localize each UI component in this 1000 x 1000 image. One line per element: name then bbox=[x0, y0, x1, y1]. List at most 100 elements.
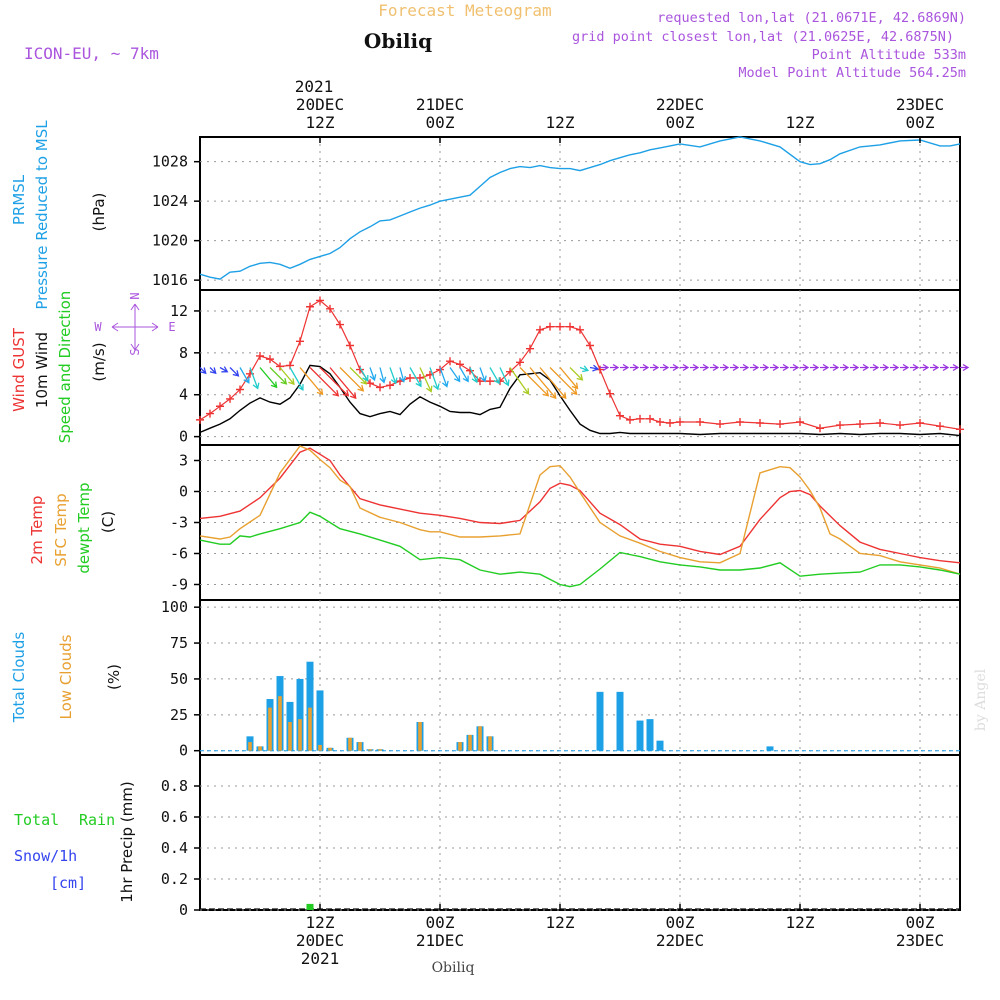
pressure-ytick-label: 1028 bbox=[152, 153, 188, 171]
wind-vector bbox=[379, 367, 387, 384]
wind-vector bbox=[670, 363, 680, 372]
wind-gust-marker bbox=[216, 402, 224, 411]
wind-gust-marker bbox=[896, 421, 904, 430]
pressure-unit-label: (hPa) bbox=[90, 193, 108, 232]
bottom-time-label: 12Z bbox=[786, 913, 815, 932]
pressure-panel: 1016 1020 1024 1028 bbox=[152, 136, 961, 291]
wind-gust-marker bbox=[716, 420, 724, 429]
wind-vector bbox=[459, 367, 469, 383]
precip-ytick-label: 0.8 bbox=[161, 777, 188, 795]
requested-coords: requested lon,lat (21.0671E, 42.6869N) bbox=[657, 10, 966, 26]
bottom-time-label: 00Z bbox=[426, 913, 455, 932]
wind-gust-marker bbox=[586, 341, 594, 350]
wind-gust-marker bbox=[576, 325, 584, 334]
wind-gust-marker bbox=[816, 424, 824, 433]
bottom-time-label: 20DEC bbox=[296, 931, 344, 950]
model-altitude: Model Point Altitude 564.25m bbox=[738, 65, 966, 81]
wind-gust-marker bbox=[266, 355, 274, 364]
wind-gust-marker bbox=[656, 417, 664, 426]
wind-vector bbox=[469, 367, 479, 384]
wind-gust-marker bbox=[616, 411, 624, 420]
wind-gust-marker bbox=[636, 414, 644, 423]
wind-vector bbox=[770, 363, 780, 372]
wind-gust-marker bbox=[606, 389, 614, 398]
wind-vector bbox=[229, 367, 240, 377]
wind-vector bbox=[930, 363, 940, 372]
wind-vector bbox=[409, 367, 422, 388]
wind-vector bbox=[559, 367, 579, 390]
wind-gust-marker bbox=[436, 365, 444, 374]
clouds-ytick-label: 50 bbox=[170, 670, 188, 688]
temperature-ytick-label: 3 bbox=[179, 452, 188, 470]
wind-vector bbox=[700, 363, 710, 372]
precip-unit-label: 1hr Precip (mm) bbox=[118, 781, 136, 902]
wind-vector bbox=[519, 367, 550, 397]
wind-gust-marker bbox=[936, 422, 944, 431]
compass-east: E bbox=[168, 320, 175, 334]
wind-gust-label: Wind GUST bbox=[10, 327, 28, 412]
wind-ytick-label: 0 bbox=[179, 428, 188, 446]
wind-vector bbox=[359, 367, 369, 382]
clouds-ytick-label: 75 bbox=[170, 634, 188, 652]
wind-vector bbox=[710, 363, 720, 372]
wind-gust-marker bbox=[836, 421, 844, 430]
panels: 10161020102410280481230-3-6-902550751000… bbox=[152, 136, 970, 919]
bottom-time-label: 22DEC bbox=[656, 931, 704, 950]
pressure-labels: PRMSL Pressure Reduced to MSL (hPa) bbox=[10, 120, 108, 310]
wind-gust-marker bbox=[376, 383, 384, 392]
compass-north: N bbox=[128, 292, 142, 299]
snow-label: Snow/1h bbox=[14, 847, 77, 865]
low-clouds-bar bbox=[328, 747, 332, 751]
temperature-ytick-label: -3 bbox=[170, 514, 188, 532]
wind-vector bbox=[239, 367, 250, 384]
total-clouds-bar bbox=[316, 690, 324, 751]
precip-panel: 0 0.2 0.4 0.6 0.8 bbox=[161, 754, 961, 919]
precip-ytick-label: 0.2 bbox=[161, 870, 188, 888]
cloud-labels: Total Clouds Low Clouds (%) bbox=[10, 632, 123, 724]
total-clouds-bar bbox=[616, 691, 624, 751]
wind-vector bbox=[600, 363, 610, 372]
top-time-label: 12Z bbox=[786, 113, 815, 132]
pressure-ytick-label: 1016 bbox=[152, 271, 188, 289]
temperature-ytick-label: 0 bbox=[179, 483, 188, 501]
wind-ytick-label: 8 bbox=[179, 344, 188, 362]
wind-vector bbox=[760, 363, 770, 372]
wind-speed-dir-label: Speed and Direction bbox=[56, 291, 74, 444]
wind-vector bbox=[940, 363, 950, 372]
pressure-ytick-label: 1020 bbox=[152, 232, 188, 250]
precip-ytick-label: 0 bbox=[179, 901, 188, 919]
top-time-label: 23DEC bbox=[896, 95, 944, 114]
wind-vector bbox=[329, 367, 357, 400]
low-clouds-bar bbox=[418, 721, 422, 751]
wind-gust-marker bbox=[736, 417, 744, 426]
wind-vector bbox=[680, 363, 690, 372]
wind-vector bbox=[529, 367, 557, 400]
low-clouds-bar bbox=[368, 749, 372, 751]
temperature-labels: 2m Temp SFC Temp dewpt Temp (C) bbox=[28, 482, 117, 573]
temp-2m-label: 2m Temp bbox=[28, 496, 46, 565]
wind-gust-marker bbox=[696, 417, 704, 426]
wind-vector bbox=[880, 363, 890, 372]
low-clouds-bar bbox=[298, 719, 302, 751]
wind-vector bbox=[369, 367, 377, 382]
wind-gust-marker bbox=[956, 425, 964, 434]
top-time-label: 12Z bbox=[306, 113, 335, 132]
wind-vector bbox=[730, 363, 740, 372]
wind-vector bbox=[549, 367, 578, 396]
wind-gust-marker bbox=[386, 381, 394, 390]
precip-ytick-label: 0.4 bbox=[161, 839, 188, 857]
wind-vector bbox=[289, 367, 304, 391]
wind-vector bbox=[579, 365, 590, 373]
wind-gust-marker bbox=[336, 320, 344, 329]
wind-gust-marker bbox=[876, 419, 884, 428]
wind-vector bbox=[630, 363, 640, 372]
wind-vector bbox=[820, 363, 830, 372]
wind-gust-marker bbox=[306, 302, 314, 311]
wind-vector bbox=[960, 363, 970, 372]
clouds-panel: 0 25 50 75 100 bbox=[161, 598, 961, 760]
temp-sfc-line bbox=[199, 445, 961, 575]
wind-vector bbox=[810, 363, 820, 372]
top-time-label: 12Z bbox=[546, 113, 575, 132]
wind-gust-marker bbox=[276, 362, 284, 371]
wind-vector bbox=[900, 363, 910, 372]
